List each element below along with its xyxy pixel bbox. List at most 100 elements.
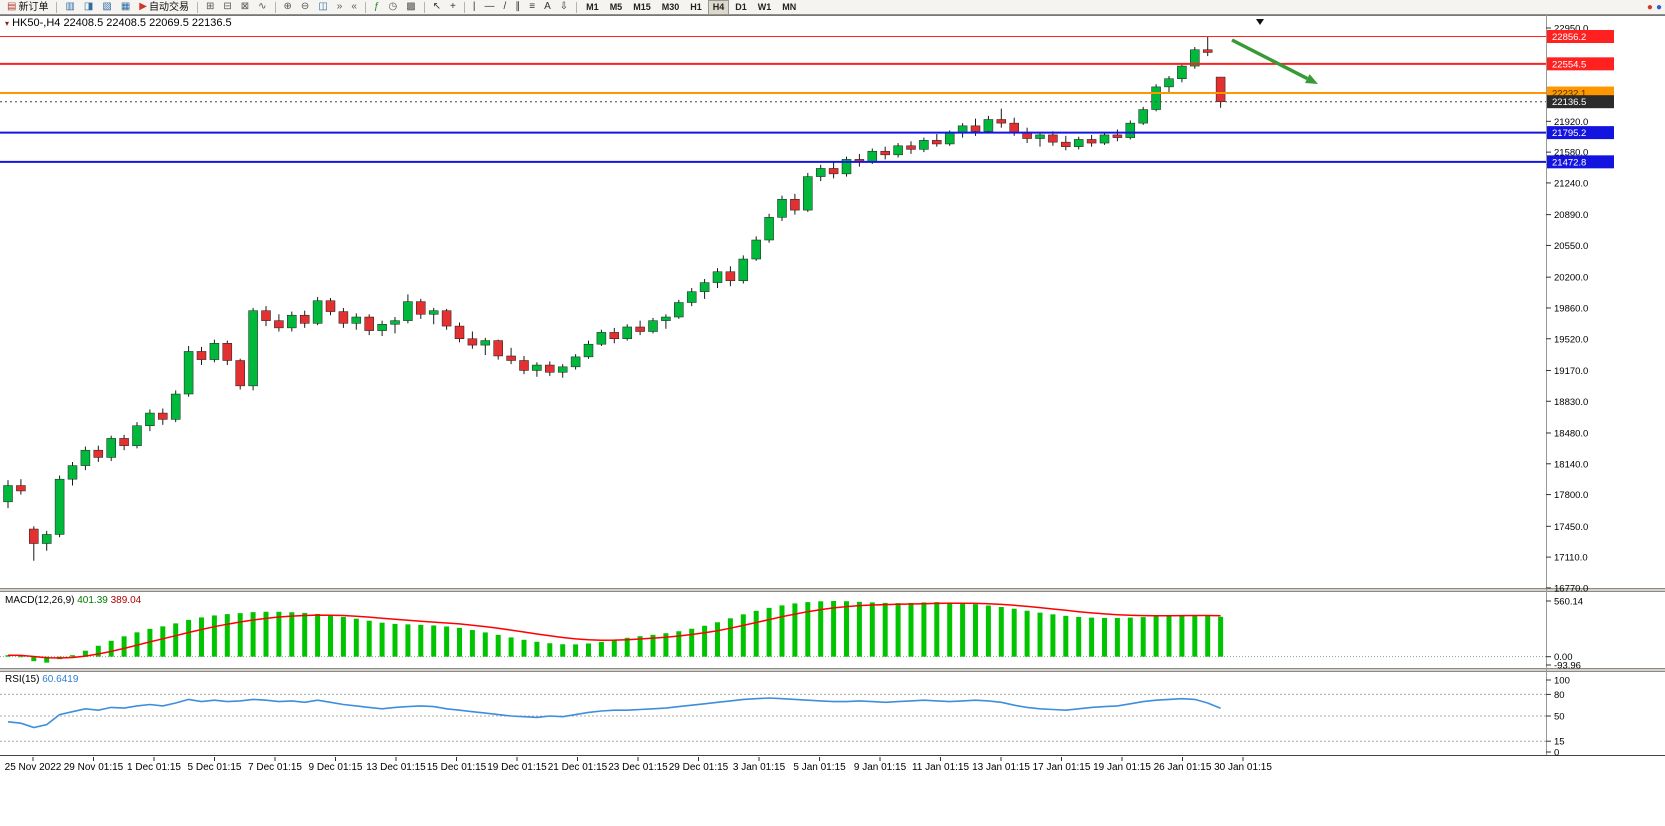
- bear-candle: [1112, 134, 1123, 138]
- market-watch-icon: ▥: [65, 1, 75, 12]
- bear-candle: [364, 316, 374, 331]
- macd-bar: [611, 639, 617, 657]
- bull-candle: [54, 478, 65, 535]
- data-window-button[interactable]: ◨: [80, 0, 97, 15]
- toolbar-separator: [274, 1, 276, 13]
- bull-candle: [583, 343, 594, 358]
- macd-bar: [650, 634, 656, 657]
- macd-bar: [676, 631, 682, 657]
- price-line-badge: [1547, 155, 1614, 169]
- bear-candle: [996, 119, 1007, 124]
- price-line-badge: [1547, 126, 1614, 140]
- new-chart-button[interactable]: ⊞: [202, 0, 218, 15]
- tile-windows-button[interactable]: ◫: [314, 0, 331, 15]
- bull-candle: [183, 351, 194, 395]
- svg-text:29 Dec 01:15: 29 Dec 01:15: [669, 762, 729, 773]
- symbol-menu-icon[interactable]: ▾: [5, 19, 10, 28]
- macd-bar: [508, 637, 514, 657]
- bear-candle: [93, 449, 104, 458]
- svg-text:15: 15: [1554, 737, 1565, 748]
- candle-chart-button[interactable]: ⊠: [237, 0, 253, 15]
- zoom-out-button[interactable]: ⊖: [297, 0, 313, 15]
- news-icon[interactable]: ●: [1646, 1, 1653, 13]
- timeframe-h1-button[interactable]: H1: [690, 1, 702, 12]
- bar-chart-button[interactable]: ⊟: [219, 0, 235, 15]
- time-axis[interactable]: 25 Nov 2022 29 Nov 01:15 1 Dec 01:15 5 Dec …: [5, 757, 1273, 773]
- timeframe-m30-button[interactable]: M30: [661, 1, 680, 12]
- cursor-button[interactable]: ↖: [429, 0, 445, 15]
- svg-text:21472.8: 21472.8: [1552, 157, 1586, 168]
- macd-bar: [82, 650, 88, 657]
- navigator-button[interactable]: ▧: [98, 0, 115, 15]
- horizontal-line-button[interactable]: —: [480, 0, 498, 15]
- text-label-button[interactable]: A: [540, 0, 555, 15]
- macd-bar: [147, 628, 153, 657]
- trendline-button[interactable]: /: [499, 0, 510, 15]
- bear-candle: [880, 150, 890, 156]
- macd-bar: [1140, 617, 1146, 657]
- svg-text:1 Dec 01:15: 1 Dec 01:15: [127, 762, 181, 773]
- object-anchor-marker[interactable]: [1256, 19, 1264, 25]
- bear-candle: [29, 528, 39, 544]
- bull-candle: [532, 364, 542, 371]
- price-line-badge: [1547, 29, 1614, 43]
- vertical-line-button[interactable]: |: [469, 0, 480, 15]
- terminal-button[interactable]: ▦: [117, 0, 134, 15]
- macd-bar: [598, 641, 604, 657]
- price-axis[interactable]: 22950.0 21920.0 21580.0 21240.0 20890.0 20550…: [1546, 24, 1588, 595]
- crosshair-button[interactable]: +: [446, 0, 460, 15]
- market-watch-button[interactable]: ▥: [61, 0, 78, 15]
- macd-bar: [1050, 614, 1056, 657]
- macd-bar: [715, 622, 720, 657]
- bear-candle: [196, 351, 207, 360]
- svg-text:20890.0: 20890.0: [1554, 210, 1588, 221]
- chart-canvas[interactable]: 22950.0 21920.0 21580.0 21240.0 20890.0 20550…: [0, 15, 1665, 826]
- bull-candle: [815, 168, 826, 177]
- auto-trading-button[interactable]: ▶ 自动交易: [135, 0, 193, 15]
- templates-button[interactable]: ▩: [402, 0, 419, 15]
- chart-title-symbol: HK50-,H4: [12, 17, 61, 29]
- bull-candle: [777, 198, 787, 218]
- periods-button[interactable]: ◷: [384, 0, 401, 15]
- svg-text:18830.0: 18830.0: [1554, 397, 1588, 408]
- bull-candle: [1190, 49, 1200, 67]
- macd-bar: [818, 601, 824, 657]
- bear-candle: [454, 325, 465, 340]
- bar-chart-icon: ⊟: [223, 1, 232, 12]
- channel-button[interactable]: ∥: [511, 0, 524, 15]
- line-chart-button[interactable]: ∿: [254, 0, 270, 15]
- zoom-in-button[interactable]: ⊕: [280, 0, 296, 15]
- timeframe-h4-button[interactable]: H4: [707, 0, 730, 15]
- svg-text:50: 50: [1554, 712, 1565, 723]
- macd-indicator-label: MACD(12,26,9) 401.39 389.04: [5, 595, 141, 607]
- svg-text:20550.0: 20550.0: [1554, 241, 1588, 252]
- timeframe-d1-button[interactable]: D1: [735, 1, 747, 12]
- svg-text:19 Jan 01:15: 19 Jan 01:15: [1093, 762, 1151, 773]
- trend-arrow[interactable]: [1231, 38, 1318, 84]
- timeframe-m5-button[interactable]: M5: [609, 1, 623, 12]
- bear-candle: [274, 320, 284, 329]
- svg-text:560.14: 560.14: [1554, 597, 1583, 608]
- bull-candle: [1164, 78, 1174, 88]
- svg-text:21240.0: 21240.0: [1554, 178, 1588, 189]
- bull-candle: [893, 145, 903, 156]
- macd-bar: [70, 655, 75, 657]
- timeframe-mn-button[interactable]: MN: [782, 1, 797, 12]
- timeframe-w1-button[interactable]: W1: [757, 1, 772, 12]
- chart-shift-icon: «: [351, 1, 357, 12]
- connection-icon[interactable]: ●: [1655, 1, 1662, 13]
- macd-bar: [998, 606, 1004, 657]
- macd-bar: [534, 641, 540, 657]
- auto-scroll-button[interactable]: »: [333, 0, 347, 15]
- timeframe-m15-button[interactable]: M15: [633, 1, 651, 12]
- new-order-button[interactable]: ▤ 新订单: [3, 0, 52, 15]
- timeframe-m1-button[interactable]: M1: [586, 1, 599, 12]
- bear-candle: [16, 485, 26, 492]
- indicators-button[interactable]: ƒ: [370, 0, 384, 15]
- arrows-button[interactable]: ⇩: [556, 0, 572, 15]
- fibonacci-button[interactable]: ≡: [525, 0, 539, 15]
- macd-bar: [727, 618, 733, 657]
- macd-panel: 560.14 0.00-93.96: [0, 597, 1583, 672]
- chart-shift-button[interactable]: «: [347, 0, 361, 15]
